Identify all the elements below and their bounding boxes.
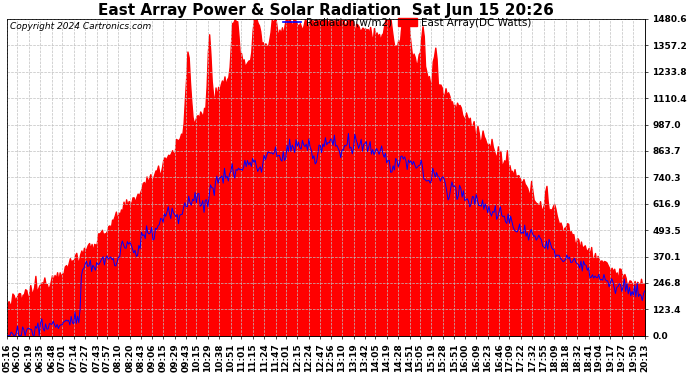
Text: Copyright 2024 Cartronics.com: Copyright 2024 Cartronics.com <box>10 22 152 31</box>
Title: East Array Power & Solar Radiation  Sat Jun 15 20:26: East Array Power & Solar Radiation Sat J… <box>98 3 554 18</box>
Legend: Radiation(w/m2), East Array(DC Watts): Radiation(w/m2), East Array(DC Watts) <box>283 18 531 28</box>
